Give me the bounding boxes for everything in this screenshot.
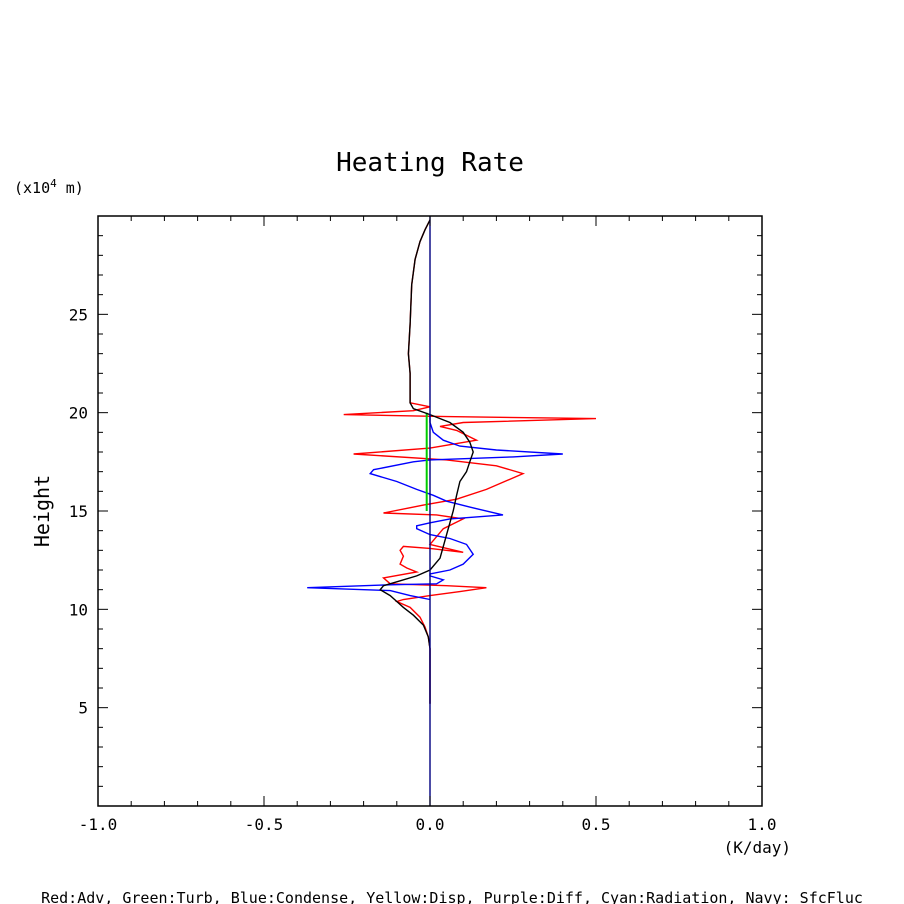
- x-tick-label: -1.0: [79, 815, 118, 834]
- y-tick-label: 20: [69, 404, 88, 423]
- x-tick-label: 1.0: [748, 815, 777, 834]
- series-layer: [307, 216, 597, 806]
- y-tick-label: 10: [69, 600, 88, 619]
- y-unit-label: (x104 m): [14, 177, 84, 197]
- y-tick-label: 5: [78, 699, 88, 718]
- legend-text: Red:Adv, Green:Turb, Blue:Condense, Yell…: [41, 889, 863, 904]
- series-line-total: [379, 219, 474, 704]
- y-tick-label: 15: [69, 502, 88, 521]
- x-axis-label: (K/day): [724, 838, 791, 857]
- x-tick-label: -0.5: [245, 815, 284, 834]
- y-tick-label: 25: [69, 305, 88, 324]
- chart-title: Heating Rate: [336, 148, 524, 178]
- y-axis-label: Height: [30, 475, 54, 547]
- x-tick-label: 0.5: [582, 815, 611, 834]
- series-line-condense: [307, 414, 563, 601]
- ticks-layer: -1.0 -0.5 0.0 0.5 1.0 5 10 15 20 25: [69, 216, 777, 834]
- plot-frame: [97, 215, 763, 807]
- x-tick-label: 0.0: [416, 815, 445, 834]
